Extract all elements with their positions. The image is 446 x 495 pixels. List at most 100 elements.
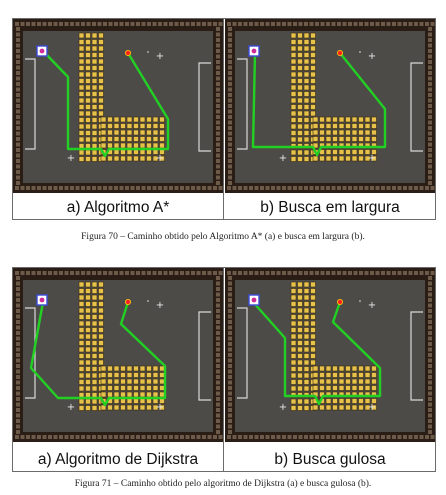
obstacle-tile (79, 315, 84, 320)
border-tile (16, 110, 20, 114)
border-tile (428, 315, 432, 319)
obstacle-tile (153, 130, 158, 135)
obstacle-tile (298, 367, 303, 372)
obstacle-tile (352, 150, 357, 155)
obstacle-tile (92, 131, 97, 136)
border-tile (425, 22, 429, 26)
obstacle-tile (127, 124, 132, 129)
obstacle-tile (79, 386, 84, 391)
border-tile (216, 49, 220, 53)
obstacle-tile (140, 137, 145, 142)
border-tile (216, 287, 220, 291)
border-tile (428, 159, 432, 163)
obstacle-tile (147, 366, 152, 371)
obstacle-tile (304, 373, 309, 378)
obstacle-tile (359, 379, 364, 384)
border-tile (271, 22, 275, 26)
obstacle-tile (311, 111, 316, 116)
border-tile (299, 271, 303, 275)
border-tile (16, 392, 20, 396)
obstacle-tile (304, 341, 309, 346)
border-tile (428, 353, 432, 357)
obstacle-tile (79, 40, 84, 45)
obstacle-tile (147, 373, 152, 378)
border-tile (120, 22, 124, 26)
obstacle-tile (291, 105, 296, 110)
obstacle-tile (127, 366, 132, 371)
obstacle-tile (320, 366, 325, 371)
border-tile (288, 22, 292, 26)
border-tile (228, 276, 232, 280)
obstacle-tile (127, 405, 132, 410)
border-tile (228, 397, 232, 401)
border-tile (227, 22, 231, 26)
obstacle-tile (291, 315, 296, 320)
obstacle-tile (79, 150, 84, 155)
border-tile (16, 33, 20, 37)
obstacle-tile (365, 379, 370, 384)
robot-dot (252, 298, 257, 303)
border-tile (216, 181, 220, 185)
border-tile (216, 137, 220, 141)
obstacle-tile (298, 406, 303, 411)
border-tile (414, 186, 418, 190)
border-tile (354, 435, 358, 439)
obstacle-tile (311, 59, 316, 64)
obstacle-tile (372, 379, 377, 384)
border-tile (16, 298, 20, 302)
border-tile (428, 386, 432, 390)
obstacle-tile (346, 405, 351, 410)
obstacle-tile (79, 289, 84, 294)
obstacle-tile (86, 33, 91, 38)
obstacle-tile (114, 124, 119, 129)
obstacle-tile (134, 137, 139, 142)
obstacle-tile (298, 328, 303, 333)
obstacle-tile (140, 117, 145, 122)
goal-ball (125, 50, 130, 55)
border-tile (16, 375, 20, 379)
obstacle-tile (147, 392, 152, 397)
goal-ball (125, 299, 130, 304)
obstacle-tile (359, 130, 364, 135)
obstacle-tile (352, 130, 357, 135)
border-tile (43, 435, 47, 439)
obstacle-tile (99, 59, 104, 64)
figure-71: + + + a) Algoritmo de Dijkstra + + + b) Busc… (12, 267, 436, 472)
border-tile (249, 435, 253, 439)
border-tile (370, 186, 374, 190)
border-tile (403, 186, 407, 190)
obstacle-tile (365, 124, 370, 129)
border-tile (16, 82, 20, 86)
obstacle-tile (291, 373, 296, 378)
border-tile (114, 435, 118, 439)
border-tile (216, 143, 220, 147)
border-tile (216, 170, 220, 174)
obstacle-tile (372, 117, 377, 122)
border-tile (92, 271, 96, 275)
border-tile (228, 282, 232, 286)
obstacle-tile (92, 380, 97, 385)
border-tile (48, 22, 52, 26)
border-tile (16, 104, 20, 108)
obstacle-tile (134, 405, 139, 410)
obstacle-tile (92, 399, 97, 404)
border-tile (428, 320, 432, 324)
obstacle-tile (127, 150, 132, 155)
border-tile (202, 186, 206, 190)
obstacle-tile (127, 379, 132, 384)
border-tile (228, 381, 232, 385)
border-tile (216, 165, 220, 169)
border-tile (304, 22, 308, 26)
obstacle-tile (313, 405, 318, 410)
border-tile (16, 364, 20, 368)
border-tile (228, 38, 232, 42)
border-tile (420, 271, 424, 275)
obstacle-tile (79, 85, 84, 90)
obstacle-tile (291, 289, 296, 294)
obstacle-tile (160, 130, 165, 135)
border-tile (337, 271, 341, 275)
obstacle-tile (79, 321, 84, 326)
border-tile (158, 22, 162, 26)
obstacle-tile (311, 354, 316, 359)
obstacle-tile (346, 386, 351, 391)
